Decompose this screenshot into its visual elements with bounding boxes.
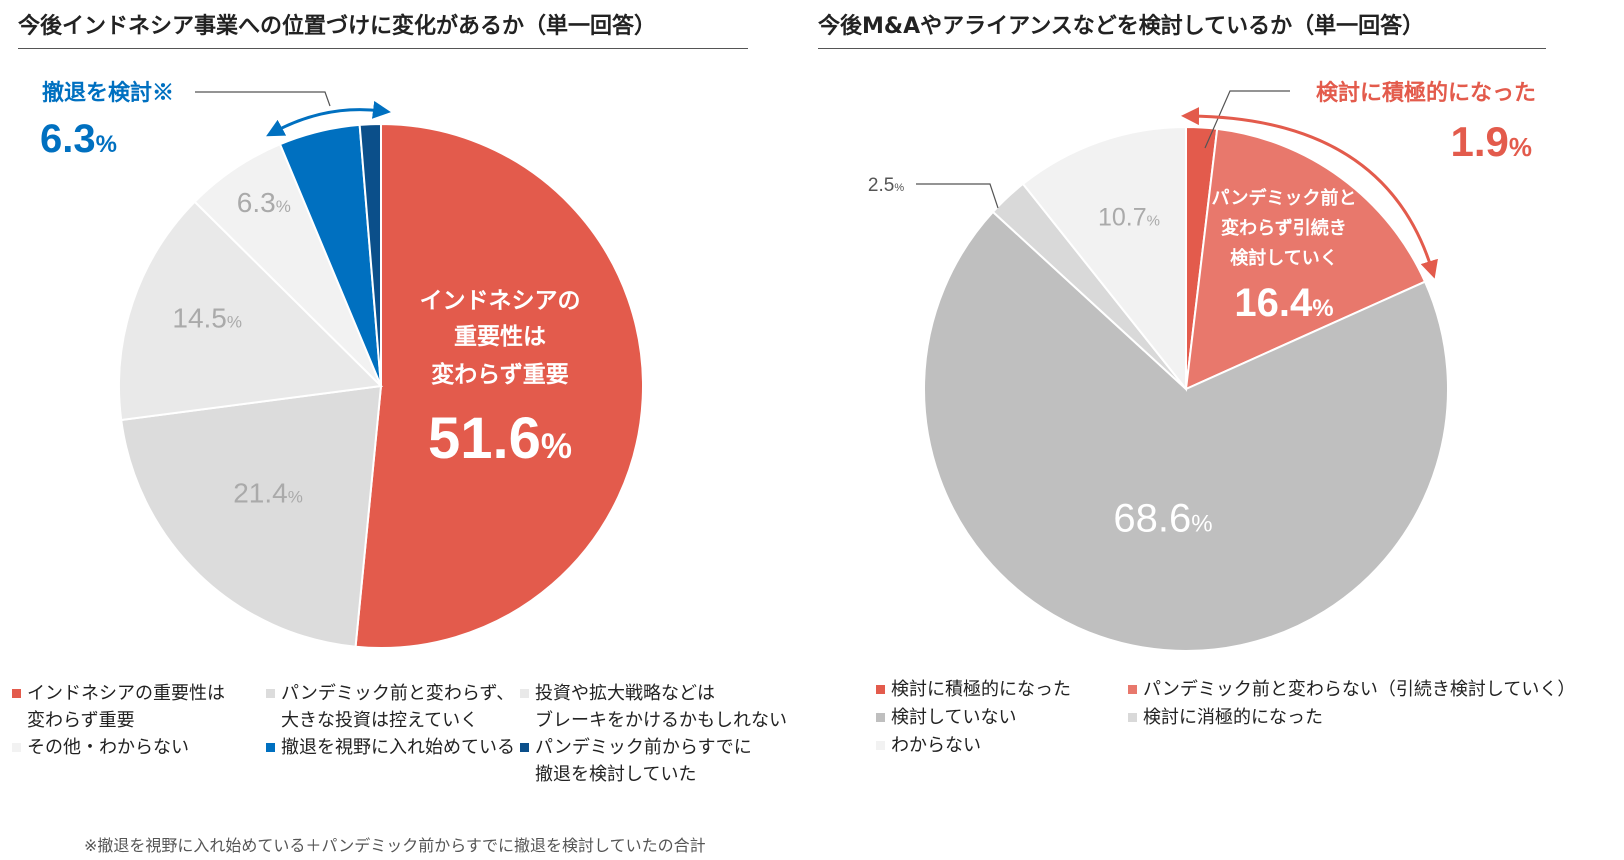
right-legend-swatch-0 bbox=[876, 685, 885, 694]
right-legend-label-0: 検討に積極的になった bbox=[891, 679, 1071, 700]
left-footnote: ※撤退を視野に入れ始めている＋パンデミック前からすでに撤退を検討していたの合計 bbox=[84, 836, 706, 855]
left-slice-label-2: 14.5% bbox=[172, 302, 242, 333]
left-slice-1 bbox=[120, 384, 383, 648]
right-title-rule bbox=[818, 48, 1546, 49]
right-slice-label-3: 2.5% bbox=[868, 175, 904, 196]
right-legend-label-1: パンデミック前と変わらない（引続き検討していく） bbox=[1143, 679, 1576, 700]
left-callout-arrow bbox=[266, 100, 391, 137]
right-callout-arrow bbox=[1181, 107, 1438, 279]
right-callout-label: 検討に積極的になった bbox=[1316, 80, 1536, 106]
left-legend-swatch-5 bbox=[520, 743, 529, 752]
right-slice-label-2: 68.6% bbox=[1113, 496, 1212, 540]
left-legend-swatch-0 bbox=[12, 689, 21, 698]
left-pie: 51.6% 21.4% 14.5% 6.3% bbox=[118, 122, 644, 649]
right-legend-swatch-4 bbox=[876, 741, 885, 750]
right-inner-label-line1: パンデミック前と bbox=[1212, 187, 1357, 209]
left-inner-label: インドネシアの 重要性は 変わらず重要 bbox=[420, 288, 581, 388]
right-inner-label-line2: 変わらず引続き bbox=[1221, 217, 1347, 239]
left-slice-label-3: 6.3% bbox=[237, 187, 291, 218]
right-legend: 検討に積極的になった パンデミック前と変わらない（引続き検討していく） 検討していな… bbox=[876, 676, 1576, 766]
right-small-slice-leader bbox=[916, 183, 999, 209]
left-legend-swatch-4 bbox=[266, 743, 275, 752]
left-title-rule bbox=[18, 48, 748, 49]
left-legend-swatch-1 bbox=[266, 689, 275, 698]
right-slice-2 bbox=[923, 210, 1449, 652]
right-legend-label-2: 検討していない bbox=[891, 707, 1017, 728]
left-legend-label-2: 投資や拡大戦略などは ブレーキをかけるかもしれない bbox=[535, 683, 787, 731]
right-legend-label-4: わからない bbox=[891, 735, 981, 756]
left-inner-label-line2: 重要性は bbox=[454, 324, 546, 350]
left-slice-label-0: 51.6% bbox=[428, 406, 572, 471]
left-legend: インドネシアの重要性は 変わらず重要 パンデミック前と変わらず、 大きな投資は控えてい… bbox=[12, 680, 802, 790]
left-callout-label: 撤退を検討※ bbox=[42, 80, 174, 105]
left-legend-label-1: パンデミック前と変わらず、 大きな投資は控えていく bbox=[281, 683, 515, 731]
right-slice-4 bbox=[1021, 125, 1187, 392]
left-chart-title: 今後インドネシア事業への位置づけに変化があるか（単一回答） bbox=[18, 14, 657, 39]
left-legend-swatch-3 bbox=[12, 743, 21, 752]
right-legend-swatch-1 bbox=[1128, 685, 1137, 694]
left-legend-label-3: その他・わからない bbox=[27, 737, 189, 758]
left-legend-label-0: インドネシアの重要性は 変わらず重要 bbox=[27, 683, 225, 731]
left-inner-label-line1: インドネシアの bbox=[420, 288, 581, 314]
right-legend-swatch-3 bbox=[1128, 713, 1137, 722]
right-slice-label-1: 16.4% bbox=[1234, 281, 1333, 325]
right-legend-label-3: 検討に消極的になった bbox=[1143, 707, 1323, 728]
left-legend-label-5: パンデミック前からすでに 撤退を検討していた bbox=[535, 737, 752, 785]
left-legend-label-4: 撤退を視野に入れ始めている bbox=[281, 737, 515, 758]
right-chart-title: 今後M&Aやアライアンスなどを検討しているか（単一回答） bbox=[818, 14, 1425, 39]
left-callout-leader bbox=[195, 91, 331, 107]
right-legend-swatch-2 bbox=[876, 713, 885, 722]
right-inner-label-line3: 検討していく bbox=[1230, 247, 1337, 269]
left-legend-swatch-2 bbox=[520, 689, 529, 698]
left-slice-2 bbox=[118, 200, 384, 422]
left-slice-label-1: 21.4% bbox=[233, 478, 303, 509]
left-callout-value: 6.3% bbox=[40, 117, 117, 161]
right-inner-label: パンデミック前と 変わらず引続き 検討していく bbox=[1212, 187, 1357, 269]
right-callout-value: 1.9% bbox=[1450, 118, 1532, 165]
left-inner-label-line3: 変わらず重要 bbox=[431, 361, 569, 388]
left-slice-0 bbox=[354, 122, 644, 649]
right-slice-label-4: 10.7% bbox=[1098, 204, 1160, 232]
right-pie: 16.4% 68.6% 2.5% 10.7% bbox=[868, 125, 1449, 652]
